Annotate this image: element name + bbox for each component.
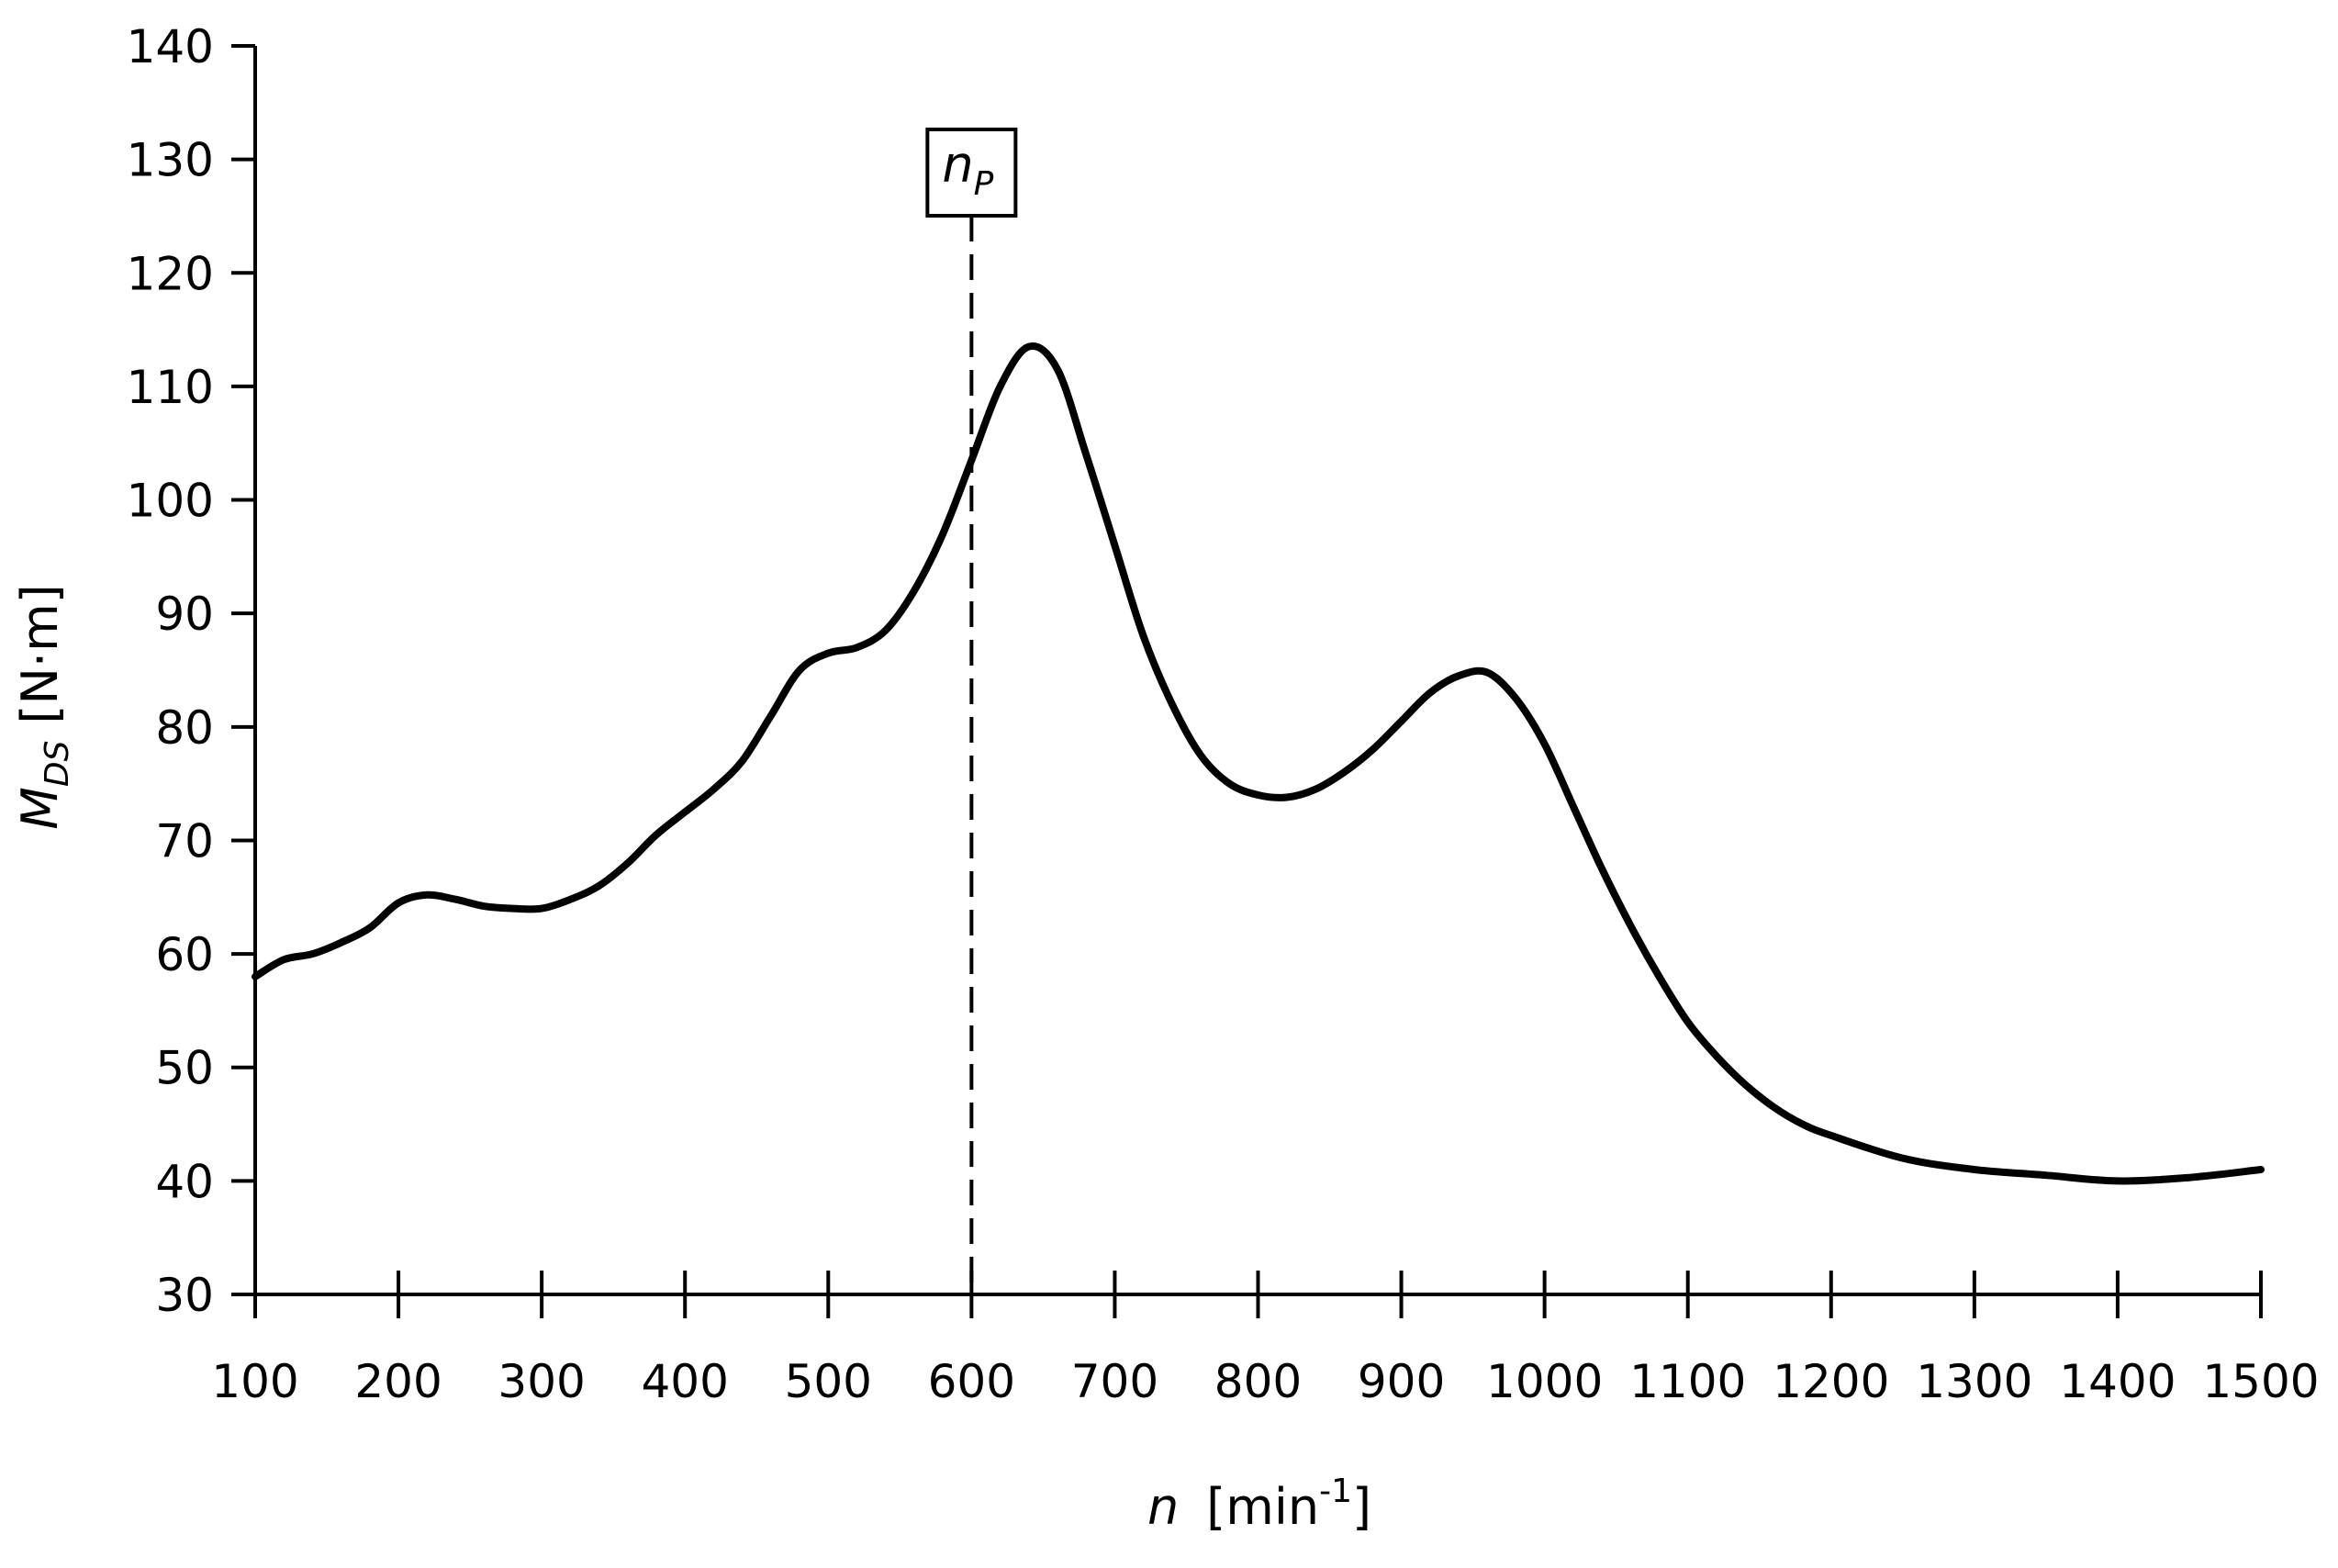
- marker: nP: [925, 128, 1018, 1294]
- series: [252, 342, 2265, 1185]
- y-tick-label: 50: [155, 1042, 214, 1095]
- x-tick-label: 700: [1071, 1355, 1158, 1408]
- x-tick-label: 1200: [1773, 1355, 1889, 1408]
- y-tick-label: 90: [155, 588, 214, 641]
- x-tick-label: 800: [1214, 1355, 1302, 1408]
- y-tick-label: 30: [155, 1269, 214, 1322]
- svg-text:n[min-1]: n [min-1]: [1147, 1473, 1371, 1536]
- x-tick-label: 1000: [1486, 1355, 1603, 1408]
- x-axis-title: n [min-1]: [1147, 1473, 1371, 1536]
- y-tick-label: 120: [127, 247, 214, 300]
- marker-label: nP: [942, 136, 993, 203]
- x-tick-label: 900: [1358, 1355, 1445, 1408]
- y-tick-label: 60: [155, 928, 214, 981]
- y-tick-label: 140: [127, 20, 214, 73]
- y-tick-label: 80: [155, 701, 214, 755]
- series-line: [252, 342, 2265, 1185]
- marker-box: [925, 128, 1018, 218]
- y-tick-label: 110: [127, 361, 214, 414]
- x-tick-label: 500: [785, 1355, 872, 1408]
- x-tick-label: 1400: [2059, 1355, 2176, 1408]
- y-tick-label: 70: [155, 814, 214, 868]
- x-tick-label: 100: [211, 1355, 298, 1408]
- x-tick-label: 400: [641, 1355, 728, 1408]
- x-tick-label: 1100: [1629, 1355, 1746, 1408]
- x-tick-label: 300: [498, 1355, 585, 1408]
- y-tick-label: 130: [127, 134, 214, 187]
- x-tick-label: 1300: [1916, 1355, 2032, 1408]
- svg-text:MDS[N·m]: MDS[N·m]: [11, 584, 76, 829]
- y-tick-label: 40: [155, 1155, 214, 1208]
- y-tick-label: 100: [127, 475, 214, 528]
- x-tick-label: 200: [354, 1355, 442, 1408]
- x-tick-label: 600: [928, 1355, 1015, 1408]
- x-tick-label: 1500: [2202, 1355, 2319, 1408]
- axes: 30 40 50 60 70 80 90 100 110 120 130 140 100 200 300 40…: [127, 20, 2320, 1408]
- y-axis-title: MDS[N·m]: [11, 584, 76, 829]
